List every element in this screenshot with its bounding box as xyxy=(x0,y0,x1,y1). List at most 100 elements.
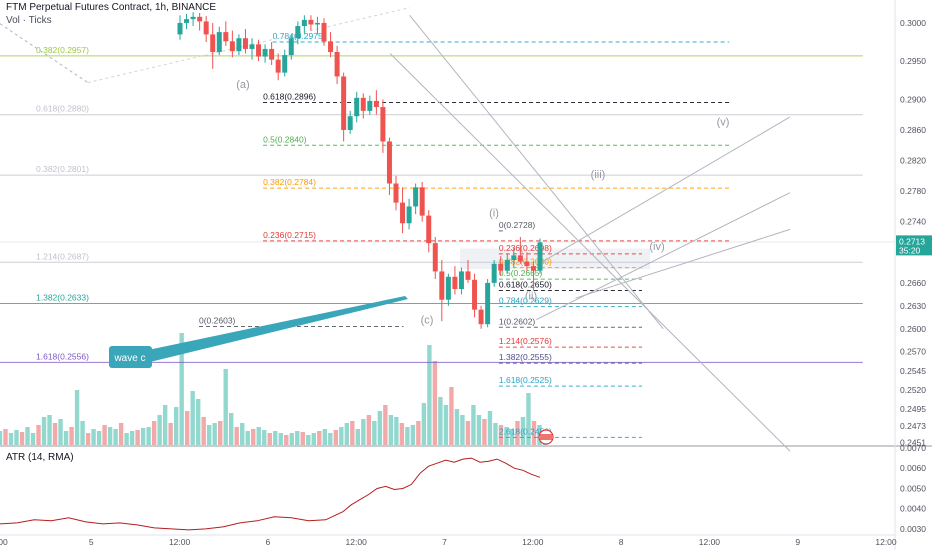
candle xyxy=(504,253,510,274)
candle xyxy=(223,21,229,46)
candle xyxy=(249,38,255,60)
volume-bar xyxy=(465,421,471,445)
wave-label: (iv) xyxy=(649,241,664,253)
wave-label: (ii) xyxy=(525,291,537,303)
price-badge-value: 0.2713 xyxy=(899,236,925,246)
volume-bar xyxy=(3,429,8,445)
time-tick-label: 5 xyxy=(89,537,94,547)
volume-bar xyxy=(262,430,267,445)
volume-bar xyxy=(245,431,250,445)
fib-level-label: 0.784(0.2629) xyxy=(499,296,552,306)
volume-bar xyxy=(454,409,460,445)
volume-bar xyxy=(460,415,465,445)
volume-bar xyxy=(405,427,410,445)
candle xyxy=(210,22,216,69)
candle xyxy=(256,39,262,62)
candle-body xyxy=(256,44,262,57)
volume-bar xyxy=(509,429,515,445)
volume-bar xyxy=(317,431,322,445)
fib-levels: 0.784(0.2975)0.382(0.2957)0.618(0.2896)0… xyxy=(0,31,863,438)
candle-body xyxy=(328,41,334,52)
candle-body xyxy=(275,59,281,73)
candle xyxy=(524,252,530,272)
price-tick-label: 0.2570 xyxy=(900,347,926,357)
candle-body xyxy=(478,309,484,325)
candle-body xyxy=(380,107,386,142)
fib-level-label: 0(0.2603) xyxy=(199,315,236,325)
candle xyxy=(269,42,275,65)
volume-bar xyxy=(30,433,36,445)
price-tick-label: 0.2600 xyxy=(900,324,926,334)
volume-label: Vol · Ticks xyxy=(6,15,52,26)
price-axis: 0.3000 0.2950 0.2900 0.2860 0.2820 0.2780 0.27… xyxy=(900,18,926,534)
volume-bar xyxy=(14,430,19,445)
time-tick-label: 12:00 xyxy=(346,537,368,547)
price-badge-box xyxy=(896,235,932,256)
candle-body xyxy=(242,38,248,49)
candle-body xyxy=(537,242,543,271)
fib-level-label: 2.618(0.2458) xyxy=(499,426,552,436)
volume-bar xyxy=(195,399,201,445)
volume-bar xyxy=(146,427,151,445)
candle xyxy=(400,187,406,234)
volume-bar xyxy=(190,391,195,445)
time-tick-label: 7 xyxy=(442,537,447,547)
volume-bar xyxy=(74,390,80,445)
volume-bar xyxy=(179,333,184,445)
candle-body xyxy=(360,97,366,111)
volume-bar xyxy=(498,425,504,445)
candle xyxy=(341,72,347,142)
volume-bar xyxy=(151,421,157,445)
candle-body xyxy=(465,271,471,280)
volume-bar xyxy=(377,411,383,445)
candle-body xyxy=(504,259,510,271)
candle-body xyxy=(262,48,268,57)
volume-bar xyxy=(399,423,405,445)
candle xyxy=(380,99,386,153)
candle xyxy=(334,45,340,85)
trend-line xyxy=(536,192,791,321)
chart-title: FTM Perpetual Futures Contract, 1h, BINA… xyxy=(6,2,217,13)
volume-bar xyxy=(135,430,140,445)
fib-level-label: 1(0.2602) xyxy=(499,316,536,326)
candle-body xyxy=(177,22,183,35)
candle-body xyxy=(288,38,294,56)
volume-bar xyxy=(184,411,190,445)
candle-body xyxy=(190,16,196,20)
price-tick-label: 0.2900 xyxy=(900,94,926,104)
candle xyxy=(439,259,445,322)
price-tick-label: 0.3000 xyxy=(900,18,926,28)
candle-body xyxy=(393,183,399,203)
fib-level-label: 0.618(0.2896) xyxy=(263,91,316,101)
candle xyxy=(478,305,484,329)
volume-bar xyxy=(344,423,350,445)
volume-bar xyxy=(256,427,261,445)
candle xyxy=(452,266,458,295)
price-tick-label: 0.2473 xyxy=(900,421,926,431)
candle-body xyxy=(216,32,222,52)
volume-bar xyxy=(58,419,63,445)
volume-bar xyxy=(520,417,526,445)
volume-bar xyxy=(118,423,124,445)
volume-bar xyxy=(416,421,421,445)
volume-bar xyxy=(47,415,52,445)
wave-label: (c) xyxy=(421,314,434,326)
trend-line xyxy=(575,228,791,299)
candle xyxy=(321,18,327,46)
candle xyxy=(301,15,307,34)
candle-body xyxy=(269,48,275,60)
fib-level-label: 0.236(0.2698) xyxy=(499,243,552,253)
volume-bar xyxy=(410,425,416,445)
candle-body xyxy=(386,141,392,184)
wave-labels: (a) (i) (ii) (iii) (iv) (v) (c) xyxy=(236,79,729,326)
candle xyxy=(203,16,209,43)
volume-bar xyxy=(284,435,289,445)
time-tick-label: 00 xyxy=(0,537,8,547)
candle-body xyxy=(530,266,536,271)
volume-bar xyxy=(129,431,135,445)
candle-body xyxy=(524,261,530,267)
trend-line xyxy=(87,7,410,84)
